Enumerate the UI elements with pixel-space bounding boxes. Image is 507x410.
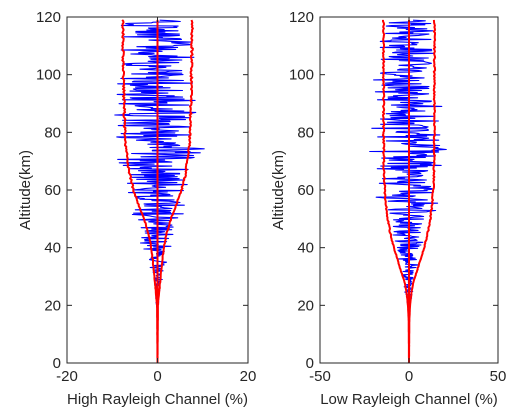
y-tick-label: 0 xyxy=(53,355,61,372)
envelope-lower-series xyxy=(381,19,410,363)
y-tick-label: 120 xyxy=(289,9,314,26)
x-tick-label: 0 xyxy=(153,368,161,385)
x-tick-label: 20 xyxy=(240,368,257,385)
y-tick-label: 60 xyxy=(297,182,314,199)
x-axis-label: High Rayleigh Channel (%) xyxy=(67,391,248,408)
x-tick-label: -20 xyxy=(56,368,78,385)
y-tick-label: 120 xyxy=(36,9,61,26)
y-tick-label: 40 xyxy=(297,240,314,257)
y-axis-label: Altitude(km) xyxy=(17,150,34,230)
x-axis-label: Low Rayleigh Channel (%) xyxy=(320,391,498,408)
x-tick-label: -50 xyxy=(309,368,331,385)
y-tick-label: 40 xyxy=(44,240,61,257)
y-tick-label: 20 xyxy=(44,297,61,314)
y-tick-label: 60 xyxy=(44,182,61,199)
y-tick-label: 80 xyxy=(44,124,61,141)
y-tick-label: 0 xyxy=(306,355,314,372)
y-axis-label: Altitude(km) xyxy=(270,150,287,230)
envelope-upper-series xyxy=(408,19,437,363)
y-tick-label: 80 xyxy=(297,124,314,141)
x-tick-label: 0 xyxy=(405,368,413,385)
y-tick-label: 100 xyxy=(289,67,314,84)
y-tick-label: 20 xyxy=(297,297,314,314)
y-tick-label: 100 xyxy=(36,67,61,84)
x-tick-label: 50 xyxy=(490,368,507,385)
